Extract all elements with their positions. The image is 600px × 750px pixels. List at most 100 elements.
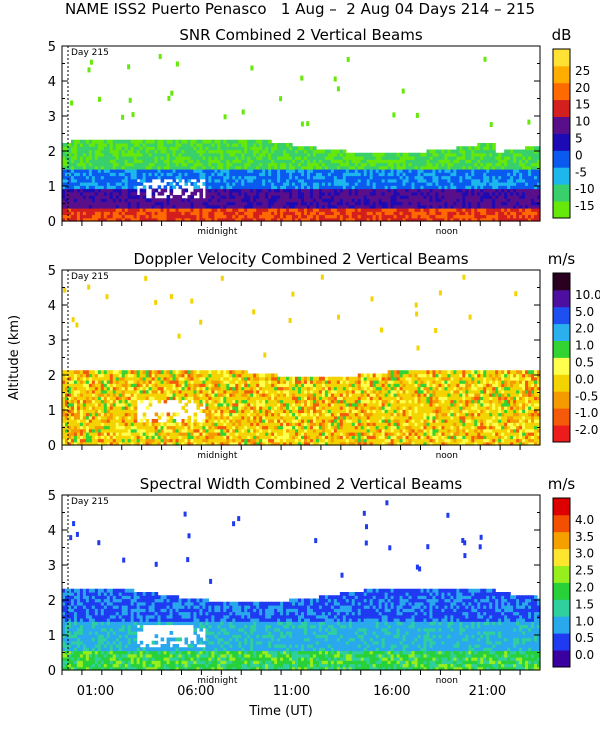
heatmap-cell (85, 146, 90, 151)
heatmap-cell (471, 169, 475, 173)
heatmap-cell (115, 195, 120, 199)
heatmap-cell (73, 195, 78, 199)
heatmap-cell (85, 149, 90, 154)
heatmap-cell (166, 425, 171, 430)
heatmap-cell (336, 162, 341, 167)
heatmap-cell (205, 396, 209, 401)
heatmap-cell (175, 435, 180, 440)
heatmap-cell (184, 201, 189, 206)
heatmap-cell (522, 182, 526, 186)
heatmap-cell (366, 185, 371, 190)
heatmap-cell (486, 146, 490, 151)
heatmap-cell (295, 159, 299, 164)
heatmap-cell (232, 191, 236, 196)
heatmap-cell (363, 188, 368, 193)
heatmap-cell (154, 201, 159, 206)
heatmap-cell (516, 214, 520, 219)
heatmap-cell (256, 185, 260, 190)
heatmap-cell (244, 204, 248, 209)
heatmap-cell (94, 165, 99, 170)
heatmap-cell (85, 191, 90, 196)
heatmap-cell (187, 422, 192, 427)
heatmap-cell (82, 195, 87, 199)
heatmap-cell (363, 185, 368, 190)
heatmap-cell (109, 214, 114, 219)
heatmap-cell (178, 441, 183, 446)
heatmap-cell (289, 172, 293, 177)
heatmap-cell (202, 214, 206, 219)
heatmap-cell (208, 149, 212, 154)
heatmap-cell (444, 178, 448, 183)
heatmap-cell (402, 162, 407, 167)
heatmap-cell (435, 175, 440, 180)
heatmap-cell (145, 146, 150, 151)
heatmap-cell (480, 211, 484, 216)
heatmap-cell (534, 182, 538, 186)
heatmap-cell (202, 389, 206, 394)
heatmap-cell (492, 201, 496, 206)
heatmap-cell (172, 156, 177, 160)
heatmap-cell (208, 188, 212, 193)
heatmap-cell (280, 159, 284, 164)
heatmap-cell (88, 172, 93, 177)
heatmap-cell (360, 169, 365, 173)
heatmap-cell (208, 380, 212, 384)
heatmap-cell (202, 422, 206, 427)
heatmap-cell (94, 406, 99, 410)
heatmap-cell (253, 182, 257, 186)
heatmap-cell (256, 198, 260, 203)
heatmap-cell (190, 198, 195, 203)
heatmap-cell (339, 211, 344, 216)
heatmap-cell (378, 211, 383, 216)
heatmap-cell (444, 182, 448, 186)
heatmap-cell (507, 217, 511, 222)
heatmap-cell (265, 149, 269, 154)
heatmap-cell (121, 370, 126, 375)
heatmap-cell (199, 402, 204, 407)
heatmap-cell (109, 208, 114, 212)
heatmap-cell (280, 149, 284, 154)
heatmap-cell (327, 152, 332, 157)
heatmap-cell (531, 169, 535, 173)
heatmap-cell (133, 422, 138, 427)
heatmap-cell (181, 146, 186, 151)
heatmap-cell (330, 169, 335, 173)
heatmap-cell (330, 217, 335, 222)
heatmap-cell (184, 182, 189, 186)
heatmap-cell (64, 191, 69, 196)
heatmap-cell (324, 208, 329, 212)
heatmap-cell (528, 208, 532, 212)
heatmap-cell (97, 409, 102, 414)
heatmap-cell (253, 162, 257, 167)
heatmap-cell (453, 162, 457, 167)
heatmap-cell (495, 162, 499, 167)
heatmap-cell (510, 172, 514, 177)
heatmap-cell (100, 432, 105, 436)
heatmap-cell (498, 182, 502, 186)
heatmap-cell (103, 211, 108, 216)
heatmap-cell (393, 195, 398, 199)
heatmap-cell (489, 211, 493, 216)
heatmap-cell (306, 149, 311, 154)
heatmap-cell (381, 178, 386, 183)
heatmap-cell (118, 386, 123, 391)
heatmap-cell (187, 159, 192, 164)
heatmap-cell (214, 389, 218, 394)
heatmap-cell (199, 383, 204, 388)
heatmap-cell (217, 175, 221, 180)
heatmap-cell (396, 204, 401, 209)
heatmap-cell (459, 152, 463, 157)
heatmap-cell (121, 373, 126, 378)
heatmap-cell (423, 175, 428, 180)
heatmap-cell (85, 185, 90, 190)
heatmap-cell (73, 139, 78, 144)
heatmap-cell (417, 214, 422, 219)
heatmap-cell (265, 191, 269, 196)
heatmap-cell (280, 214, 284, 219)
heatmap-cell (226, 373, 230, 378)
heatmap-cell (456, 185, 460, 190)
heatmap-cell (405, 204, 410, 209)
heatmap-cell (420, 198, 425, 203)
heatmap-cell (351, 214, 356, 219)
heatmap-cell (208, 370, 212, 375)
